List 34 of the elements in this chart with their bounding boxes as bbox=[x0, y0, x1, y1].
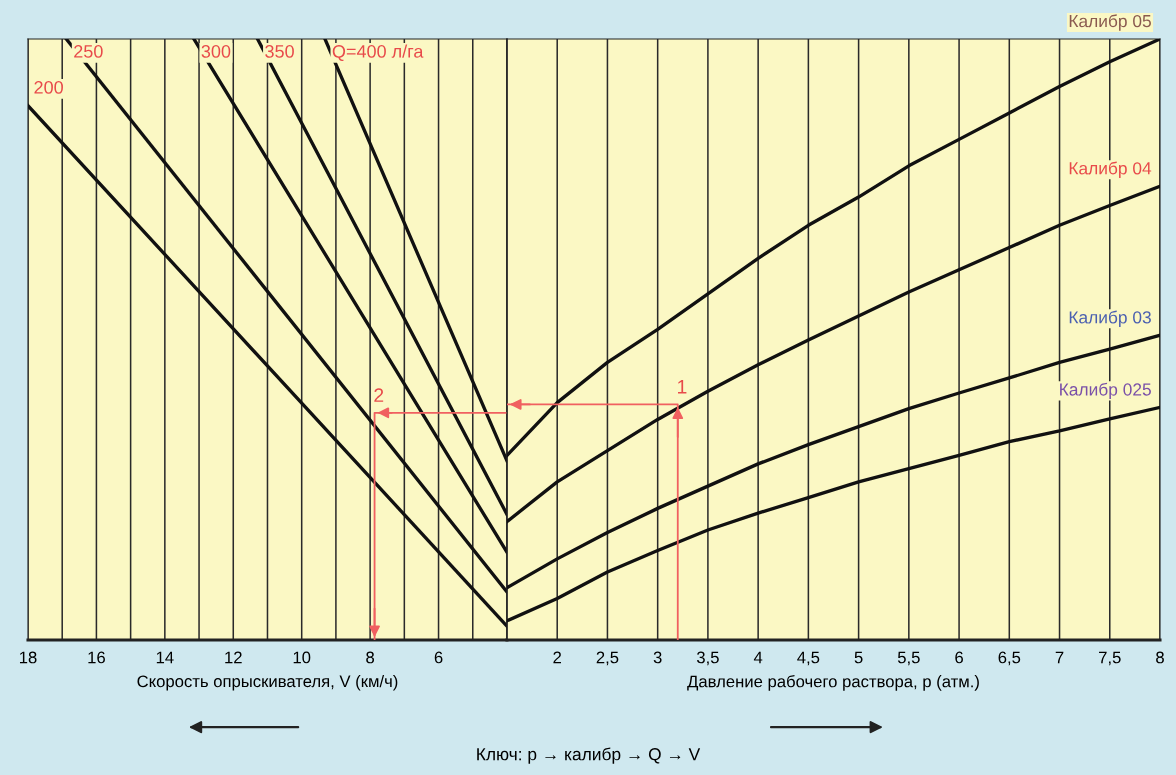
x-tick-label: 8 bbox=[1156, 651, 1164, 664]
x-tick-label: 8 bbox=[366, 651, 375, 664]
series-label: 300 bbox=[201, 45, 231, 58]
series-label: Калибр 025 bbox=[1060, 382, 1151, 400]
x-tick-label: 5 bbox=[854, 651, 863, 664]
series-label: Калибр 05 bbox=[1069, 14, 1151, 31]
x-tick-label: 12 bbox=[225, 651, 242, 664]
text: Ключ: p → калибр → Q → V bbox=[477, 747, 701, 764]
x-tick-label: 4,5 bbox=[797, 651, 820, 666]
x-tick-label: 4 bbox=[753, 651, 763, 664]
x-tick-label: 18 bbox=[19, 651, 37, 664]
x-tick-label: 16 bbox=[88, 651, 105, 664]
x-tick-label: 7,5 bbox=[1099, 651, 1121, 666]
x-tick-label: 14 bbox=[156, 651, 174, 664]
x-tick-label: 2 bbox=[553, 651, 562, 664]
series-label: 200 bbox=[34, 81, 63, 94]
series-label: Калибр 04 bbox=[1069, 161, 1152, 178]
annotation: 2 bbox=[374, 388, 384, 402]
x-tick-label: 7 bbox=[1055, 651, 1064, 664]
x-tick-label: 3,5 bbox=[696, 651, 719, 666]
series-label: 250 bbox=[74, 45, 103, 58]
x-tick-label: 6 bbox=[434, 651, 443, 664]
series-label: Q=400 л/га bbox=[332, 44, 424, 62]
series-label: 350 bbox=[265, 45, 294, 58]
x-tick-label: 3 bbox=[653, 651, 662, 664]
x-tick-label: 10 bbox=[293, 651, 311, 664]
annotation: 1 bbox=[678, 380, 687, 394]
x-tick-label: 6 bbox=[955, 651, 963, 664]
x-tick-label: 5,5 bbox=[897, 651, 920, 666]
x-axis-title: Давление рабочего раствора, p (атм.) bbox=[687, 674, 979, 691]
series-label: Калибр 03 bbox=[1069, 310, 1151, 327]
x-tick-label: 6,5 bbox=[998, 651, 1021, 666]
x-axis-title: Скорость опрыскивателя, V (км/ч) bbox=[137, 674, 398, 691]
x-tick-label: 2,5 bbox=[596, 651, 619, 666]
